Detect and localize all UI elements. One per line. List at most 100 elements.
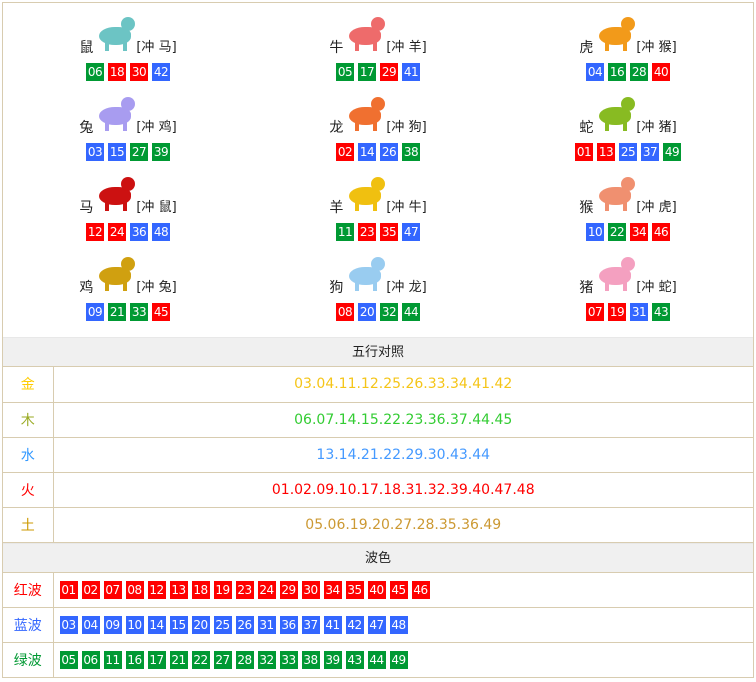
number-ball: 22 [191,651,210,669]
number-ball: 30 [301,580,320,599]
zodiac-name: 马 [79,200,94,216]
zodiac-numbers: 01 13 25 37 49 [503,143,753,161]
bose-table: 红波 01 02 07 08 12 13 18 19 23 24 29 30 34 35 40 45 46 蓝波 03… [3,572,753,678]
tiger-icon [595,13,636,53]
zodiac-numbers: 08 20 32 44 [253,303,503,321]
bose-label: 红波 [3,572,54,608]
number-ball: 09 [86,303,104,321]
number-ball: 05 [59,651,78,669]
zodiac-cell: 兔 [冲 鸡] 03 15 27 39 [3,91,253,171]
number-ball: 08 [125,580,144,599]
rat-icon [95,13,136,53]
number-ball: 23 [358,223,376,241]
wuxing-row: 金 03.04.11.12.25.26.33.34.41.42 [3,367,753,403]
number-ball: 25 [619,143,637,161]
wuxing-row: 水 13.14.21.22.29.30.43.44 [3,437,753,473]
number-ball: 13 [169,580,188,599]
dog-icon [345,253,386,293]
zodiac-cell: 猪 [冲 蛇] 07 19 31 43 [503,251,753,331]
zodiac-cell: 龙 [冲 狗] 02 14 26 38 [253,91,503,171]
number-ball: 03 [86,143,104,161]
number-ball: 10 [586,223,604,241]
wuxing-row: 火 01.02.09.10.17.18.31.32.39.40.47.48 [3,472,753,508]
zodiac-name: 龙 [329,120,344,136]
number-ball: 16 [125,651,144,669]
number-ball: 46 [411,580,430,599]
zodiac-name: 鼠 [79,40,94,56]
wuxing-numbers: 06.07.14.15.22.23.36.37.44.45 [53,402,753,438]
number-ball: 31 [257,616,276,634]
number-ball: 47 [402,223,420,241]
number-ball: 07 [103,580,122,599]
number-ball: 40 [367,580,386,599]
zodiac-cell: 鼠 [冲 马] 06 18 30 42 [3,11,253,91]
number-ball: 44 [367,651,386,669]
snake-icon [595,93,636,133]
wuxing-label: 火 [3,472,54,508]
number-ball: 10 [125,616,144,634]
number-ball: 40 [652,63,670,81]
number-ball: 49 [389,651,408,669]
zodiac-grid: 鼠 [冲 马] 06 18 30 42 牛 [冲 羊] 05 17 29 41 虎 [冲 猴… [3,3,753,337]
zodiac-clash: [冲 猴] [636,40,677,55]
zodiac-numbers: 03 15 27 39 [3,143,253,161]
zodiac-numbers: 12 24 36 48 [3,223,253,241]
number-ball: 15 [169,616,188,634]
wuxing-numbers: 05.06.19.20.27.28.35.36.49 [53,507,753,543]
number-ball: 19 [608,303,626,321]
number-ball: 37 [301,616,320,634]
zodiac-cell: 鸡 [冲 兔] 09 21 33 45 [3,251,253,331]
bose-label: 绿波 [3,642,54,678]
zodiac-cell: 虎 [冲 猴] 04 16 28 40 [503,11,753,91]
number-ball: 31 [630,303,648,321]
number-ball: 41 [323,616,342,634]
wuxing-row: 土 05.06.19.20.27.28.35.36.49 [3,507,753,543]
zodiac-cell: 猴 [冲 虎] 10 22 34 46 [503,171,753,251]
wuxing-numbers: 03.04.11.12.25.26.33.34.41.42 [53,367,753,403]
zodiac-numbers: 02 14 26 38 [253,143,503,161]
number-ball: 41 [402,63,420,81]
bose-numbers: 01 02 07 08 12 13 18 19 23 24 29 30 34 35 40 45 46 [53,572,753,608]
zodiac-clash: [冲 鼠] [136,200,177,215]
number-ball: 23 [235,580,254,599]
number-ball: 20 [191,616,210,634]
zodiac-clash: [冲 狗] [386,120,427,135]
number-ball: 29 [279,580,298,599]
horse-icon [95,173,136,213]
bose-row: 蓝波 03 04 09 10 14 15 20 25 26 31 36 37 41 42 47 48 [3,607,753,643]
number-ball: 11 [103,651,122,669]
number-ball: 36 [130,223,148,241]
number-ball: 12 [147,580,166,599]
zodiac-cell: 蛇 [冲 猪] 01 13 25 37 49 [503,91,753,171]
zodiac-clash: [冲 鸡] [136,120,177,135]
number-ball: 16 [608,63,626,81]
number-ball: 14 [358,143,376,161]
number-ball: 37 [641,143,659,161]
number-ball: 15 [108,143,126,161]
zodiac-clash: [冲 羊] [386,40,427,55]
number-ball: 09 [103,616,122,634]
number-ball: 06 [81,651,100,669]
number-ball: 46 [652,223,670,241]
number-ball: 06 [86,63,104,81]
number-ball: 28 [235,651,254,669]
zodiac-clash: [冲 蛇] [636,280,677,295]
number-ball: 01 [59,580,78,599]
number-ball: 22 [608,223,626,241]
number-ball: 17 [147,651,166,669]
zodiac-name: 狗 [329,280,344,296]
zodiac-name: 羊 [329,200,344,216]
number-ball: 48 [152,223,170,241]
number-ball: 04 [81,616,100,634]
number-ball: 38 [301,651,320,669]
zodiac-numbers: 11 23 35 47 [253,223,503,241]
number-ball: 13 [597,143,615,161]
wuxing-label: 木 [3,402,54,438]
zodiac-cell: 羊 [冲 牛] 11 23 35 47 [253,171,503,251]
number-ball: 01 [575,143,593,161]
number-ball: 32 [257,651,276,669]
number-ball: 49 [663,143,681,161]
rooster-icon [95,253,136,293]
number-ball: 18 [191,580,210,599]
zodiac-cell: 狗 [冲 龙] 08 20 32 44 [253,251,503,331]
